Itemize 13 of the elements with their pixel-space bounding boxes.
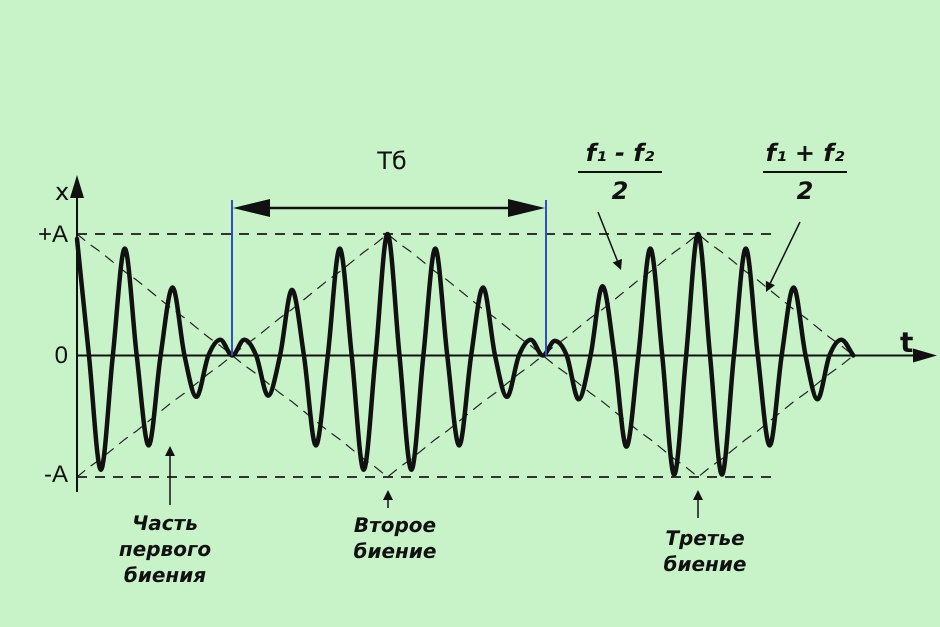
text: +A — [36, 221, 68, 248]
text: -A — [43, 461, 68, 488]
text: 2 — [796, 177, 814, 205]
text: 0 — [54, 342, 68, 369]
text: f₁ + f₂ — [764, 139, 846, 167]
text: Второе биение — [352, 512, 438, 564]
text: f₁ - f₂ — [584, 139, 656, 167]
text: 2 — [610, 177, 630, 205]
text: Часть первого биения — [118, 510, 212, 588]
text: Tб — [376, 147, 408, 175]
y-axis-title: x — [55, 178, 70, 206]
text: Третье биение — [662, 525, 748, 577]
x-axis-title: t — [900, 326, 914, 359]
